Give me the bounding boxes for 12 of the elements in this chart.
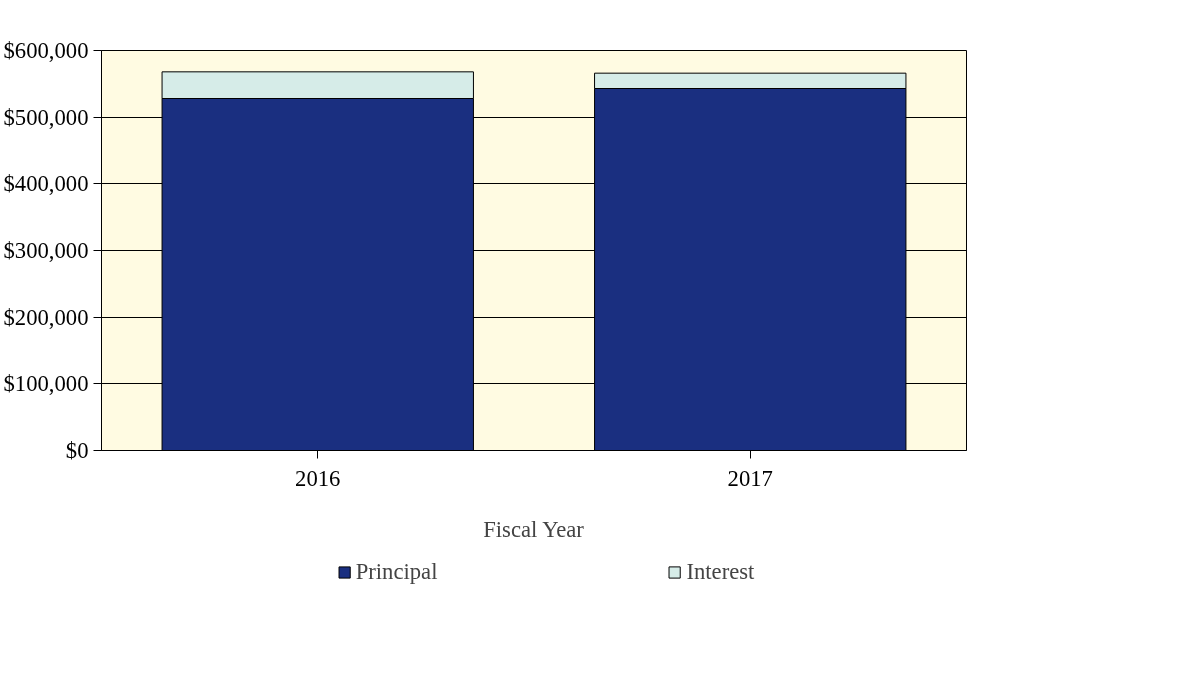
x-tick-label: 2017 xyxy=(727,465,773,491)
y-tick-label: $400,000 xyxy=(3,171,89,197)
y-tick-label: $100,000 xyxy=(3,371,89,397)
x-axis-title: Fiscal Year xyxy=(483,516,585,542)
y-tick-label: $600,000 xyxy=(3,38,89,63)
y-tick-label: $500,000 xyxy=(3,104,89,130)
y-tick-label: $200,000 xyxy=(3,304,89,330)
legend-label: Principal xyxy=(355,558,438,585)
y-tick-label: $0 xyxy=(65,438,89,463)
x-tick-label: 2016 xyxy=(295,465,341,491)
legend-label: Interest xyxy=(686,558,755,585)
y-tick-label: $300,000 xyxy=(3,238,89,263)
